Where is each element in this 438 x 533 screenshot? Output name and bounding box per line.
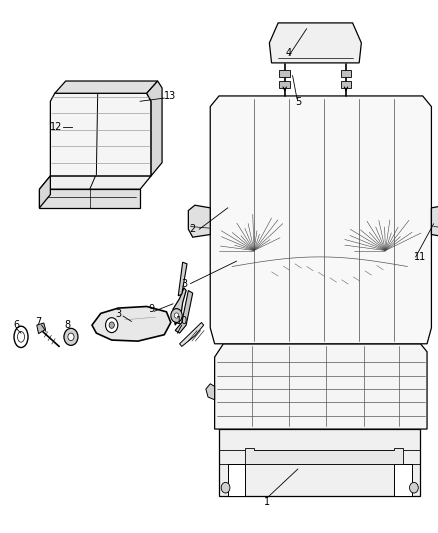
Text: 1: 1 <box>264 497 270 507</box>
Text: 11: 11 <box>414 252 427 262</box>
Polygon shape <box>210 96 431 344</box>
Polygon shape <box>228 464 245 496</box>
Polygon shape <box>39 176 50 208</box>
Circle shape <box>68 333 74 341</box>
Text: 10: 10 <box>176 316 188 326</box>
Text: 3: 3 <box>181 279 187 288</box>
Polygon shape <box>245 448 403 464</box>
Circle shape <box>171 309 182 322</box>
Polygon shape <box>175 290 193 333</box>
Text: 13: 13 <box>164 91 176 101</box>
Polygon shape <box>394 464 412 496</box>
Polygon shape <box>269 23 361 63</box>
Polygon shape <box>341 81 351 88</box>
Circle shape <box>109 322 114 328</box>
Polygon shape <box>215 344 427 429</box>
Text: 7: 7 <box>35 318 42 327</box>
Polygon shape <box>50 93 151 176</box>
Polygon shape <box>39 189 140 208</box>
Polygon shape <box>206 384 215 400</box>
Polygon shape <box>279 70 290 77</box>
Polygon shape <box>173 288 186 325</box>
Text: 6: 6 <box>14 320 20 330</box>
Circle shape <box>106 318 118 333</box>
Text: 9: 9 <box>148 304 154 314</box>
Circle shape <box>64 328 78 345</box>
Text: 2: 2 <box>190 224 196 234</box>
Circle shape <box>221 482 230 493</box>
Polygon shape <box>431 205 438 237</box>
Text: 8: 8 <box>65 320 71 330</box>
Circle shape <box>410 482 418 493</box>
Polygon shape <box>188 205 210 237</box>
Polygon shape <box>178 262 187 296</box>
Polygon shape <box>279 81 290 88</box>
Polygon shape <box>55 81 158 93</box>
Polygon shape <box>219 429 420 496</box>
Polygon shape <box>92 306 171 341</box>
Polygon shape <box>180 322 204 346</box>
Text: 5: 5 <box>295 98 301 107</box>
Text: 4: 4 <box>286 49 292 58</box>
Circle shape <box>174 313 179 318</box>
Text: 3: 3 <box>115 310 121 319</box>
Polygon shape <box>341 70 351 77</box>
Polygon shape <box>39 176 151 189</box>
Polygon shape <box>147 81 162 176</box>
Polygon shape <box>37 323 46 334</box>
Text: 12: 12 <box>50 122 62 132</box>
